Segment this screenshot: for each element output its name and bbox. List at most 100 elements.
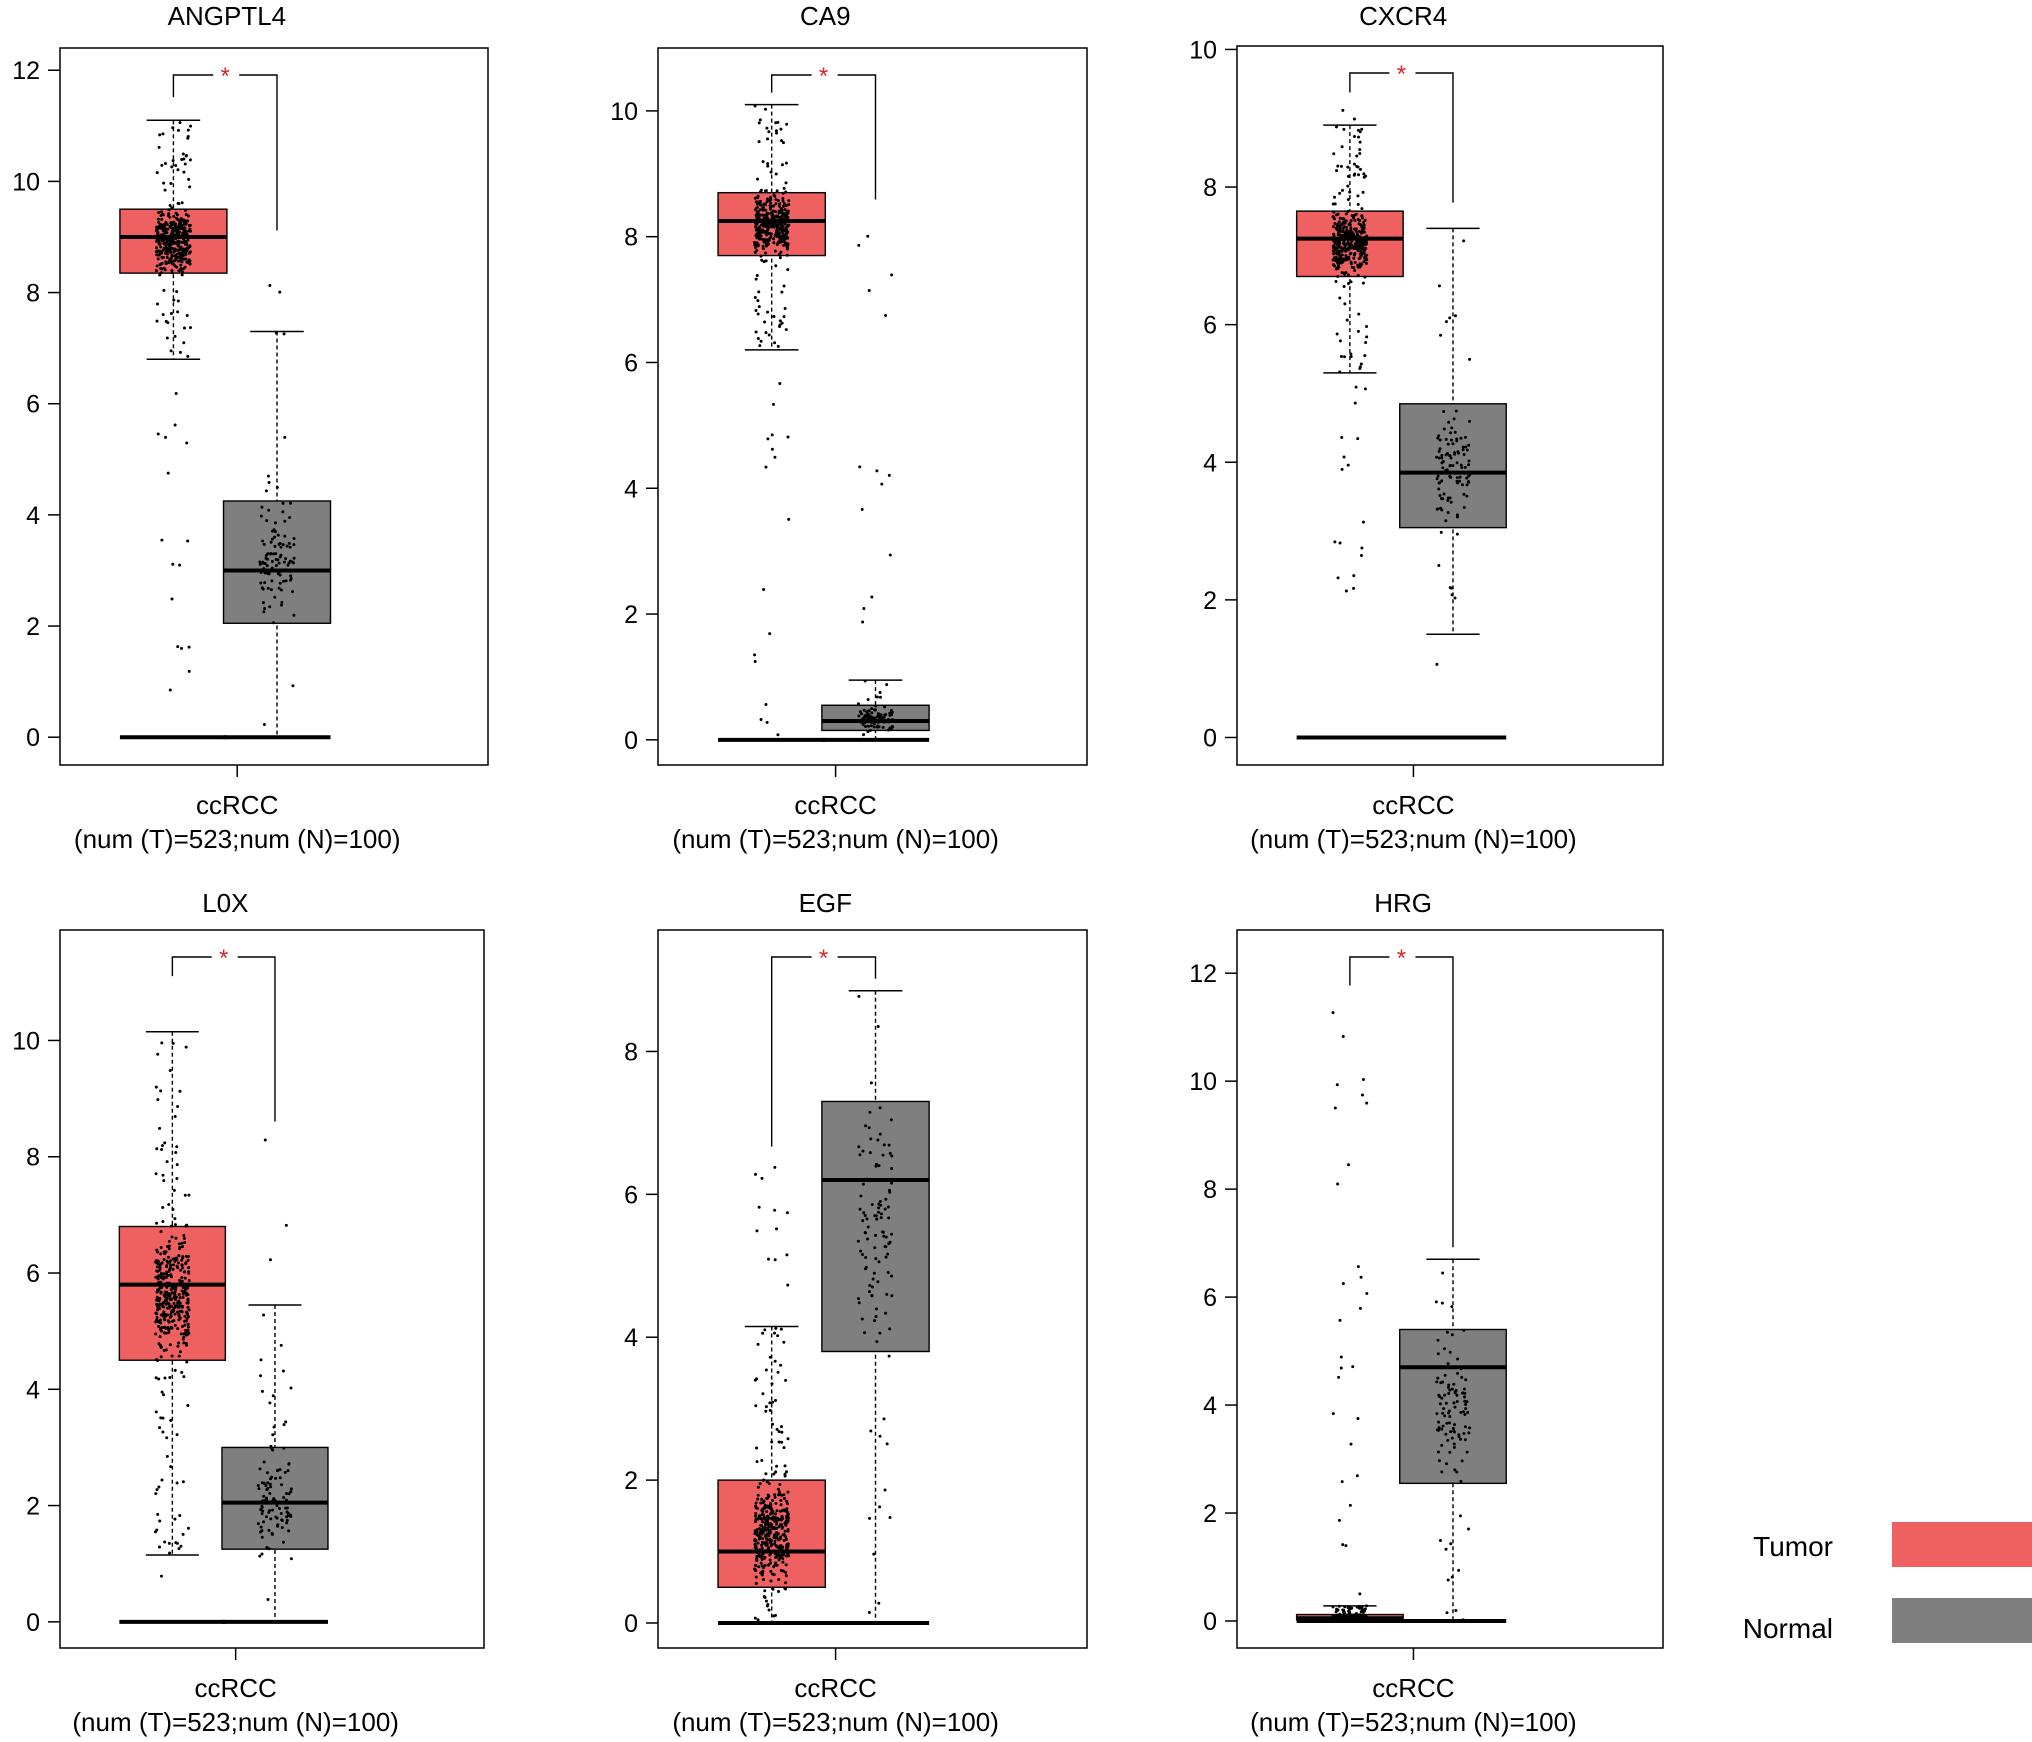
data-point: [760, 1543, 764, 1547]
data-point: [155, 1318, 159, 1322]
data-point: [1455, 513, 1459, 517]
data-point: [753, 660, 757, 664]
data-point: [271, 1394, 275, 1398]
data-point: [866, 1225, 870, 1229]
data-point: [181, 231, 185, 235]
data-point: [758, 1532, 762, 1536]
data-point: [889, 709, 893, 713]
data-point: [765, 216, 769, 220]
data-point: [281, 501, 285, 505]
data-point: [882, 720, 886, 724]
data-point: [180, 226, 184, 230]
data-point: [764, 251, 768, 255]
data-point: [1339, 255, 1343, 259]
data-point: [1452, 1423, 1456, 1427]
data-point: [784, 328, 788, 332]
data-point: [154, 1410, 158, 1414]
data-point: [169, 311, 173, 315]
data-point: [863, 1267, 867, 1271]
data-point: [884, 1311, 888, 1315]
data-point: [278, 1476, 282, 1480]
data-point: [1462, 453, 1466, 457]
data-point: [1358, 140, 1362, 144]
data-point: [165, 1259, 169, 1263]
data-point: [185, 1343, 189, 1347]
data-point: [764, 1523, 768, 1527]
data-point: [1356, 194, 1360, 198]
data-point: [1463, 1425, 1467, 1429]
data-point: [269, 1500, 273, 1504]
data-point: [764, 1599, 768, 1603]
data-point: [777, 1578, 781, 1582]
data-point: [158, 249, 162, 253]
data-point: [761, 1513, 765, 1517]
data-point: [174, 211, 178, 215]
y-tick-label: 6: [26, 1260, 40, 1288]
data-point: [780, 321, 784, 325]
data-point: [160, 163, 164, 167]
data-point: [759, 254, 763, 258]
data-point: [282, 1423, 286, 1427]
data-point: [163, 1298, 167, 1302]
data-point: [786, 1437, 790, 1441]
data-point: [263, 581, 267, 585]
data-point: [786, 435, 790, 439]
data-point: [876, 712, 880, 716]
data-point: [1338, 1318, 1342, 1322]
data-point: [1348, 190, 1352, 194]
box-normal: [821, 989, 930, 1625]
data-point: [289, 1490, 293, 1494]
data-point: [1342, 455, 1346, 459]
data-point: [266, 1481, 270, 1485]
data-point: [1349, 242, 1353, 246]
data-point: [180, 273, 184, 277]
data-point: [756, 1342, 760, 1346]
data-point: [874, 1307, 878, 1311]
data-point: [288, 569, 292, 573]
jitter-points: [154, 121, 193, 692]
data-point: [1460, 483, 1464, 487]
data-point: [768, 1401, 772, 1405]
significance-bracket-left: [770, 74, 812, 93]
data-point: [282, 579, 286, 583]
data-point: [1465, 448, 1469, 452]
data-point: [774, 1515, 778, 1519]
data-point: [167, 208, 171, 212]
data-point: [775, 189, 779, 193]
data-point: [1339, 246, 1343, 250]
data-point: [176, 310, 180, 314]
data-point: [1341, 257, 1345, 261]
data-point: [287, 1462, 291, 1466]
data-point: [163, 188, 167, 192]
data-point: [1352, 134, 1356, 138]
data-point: [289, 1557, 293, 1561]
data-point: [1444, 1401, 1448, 1405]
data-point: [163, 1141, 167, 1145]
data-point: [756, 244, 760, 248]
data-point: [170, 165, 174, 169]
data-point: [756, 1485, 760, 1489]
data-point: [756, 1493, 760, 1497]
data-point: [156, 1052, 160, 1056]
data-point: [184, 231, 188, 235]
data-point: [174, 237, 178, 241]
data-point: [1437, 487, 1441, 491]
data-point: [165, 250, 169, 254]
data-point: [772, 225, 776, 229]
data-point: [159, 1262, 163, 1266]
data-point: [1441, 1271, 1445, 1275]
data-point: [759, 1517, 763, 1521]
data-point: [262, 542, 266, 546]
data-point: [1341, 1543, 1345, 1547]
data-point: [785, 1516, 789, 1520]
data-point: [1343, 302, 1347, 306]
data-point: [259, 581, 263, 585]
data-point: [759, 1501, 763, 1505]
data-point: [155, 171, 159, 175]
data-point: [169, 349, 173, 353]
data-point: [270, 560, 274, 564]
data-point: [866, 724, 870, 728]
data-point: [1354, 212, 1358, 216]
plot-frame: [59, 929, 485, 1649]
data-point: [163, 1252, 167, 1256]
